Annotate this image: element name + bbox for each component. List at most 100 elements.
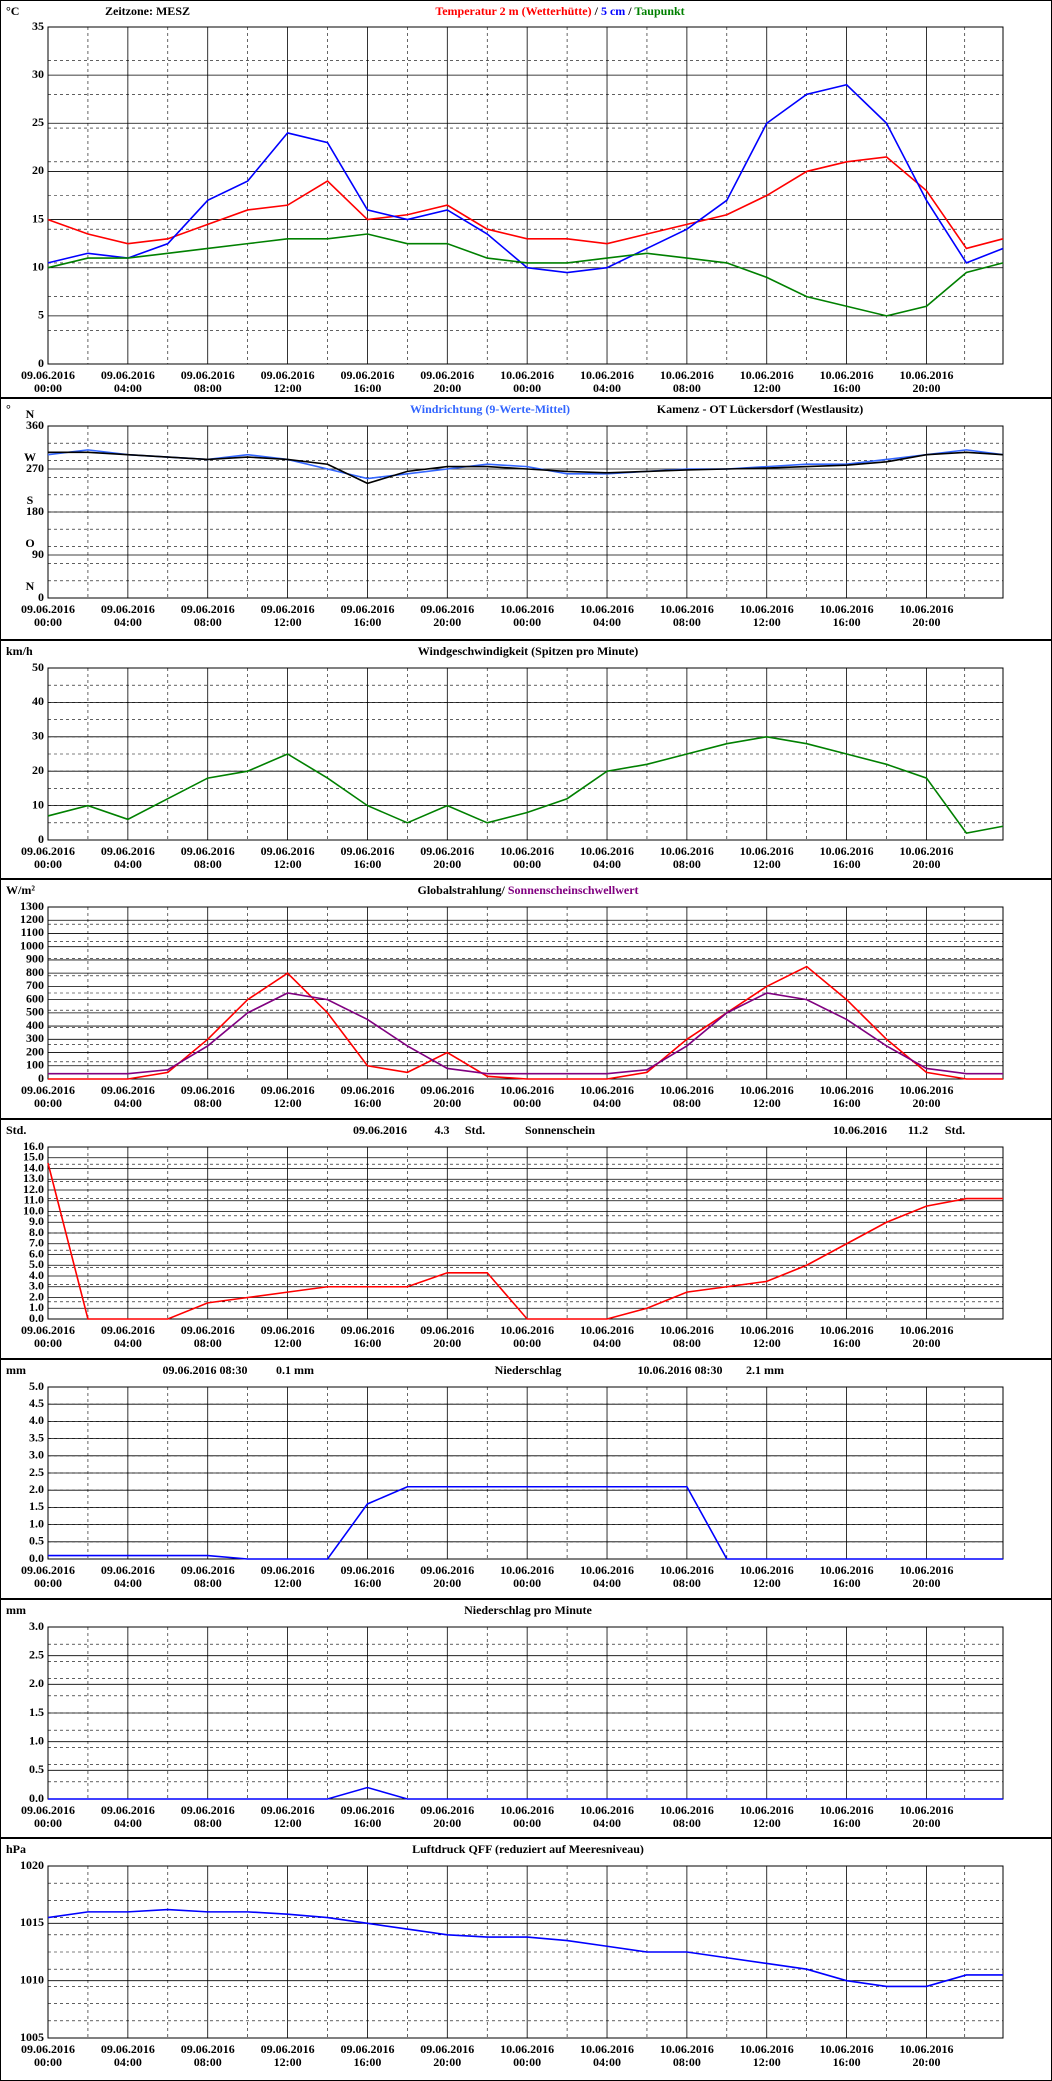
x-tick-time: 00:00 (34, 1096, 62, 1110)
x-tick-time: 08:00 (673, 1096, 701, 1110)
y-tick-label: 1.5 (29, 1499, 44, 1513)
header: Windrichtung (9-Werte-Mittel) (410, 402, 570, 416)
y-tick-label: 7.0 (29, 1236, 44, 1250)
x-tick-date: 09.06.2016 (101, 844, 155, 858)
y-tick-label: 11.0 (24, 1193, 44, 1207)
x-tick-time: 08:00 (673, 1816, 701, 1830)
y-tick-label: 20 (32, 763, 44, 777)
header: 10.06.2016 08:30 (638, 1363, 723, 1377)
series-line (48, 965, 1003, 1080)
y-tick-label: 0.5 (29, 1534, 44, 1548)
x-tick-date: 10.06.2016 (580, 1563, 634, 1577)
x-tick-date: 09.06.2016 (420, 1323, 474, 1337)
y-tick-label: 0.0 (29, 1551, 44, 1565)
y-tick-label: 10 (32, 259, 44, 273)
y-tick-label: 4.0 (29, 1413, 44, 1427)
x-tick-time: 20:00 (912, 857, 940, 871)
x-tick-date: 09.06.2016 (261, 602, 315, 616)
x-tick-time: 12:00 (753, 1096, 781, 1110)
x-tick-time: 04:00 (593, 1816, 621, 1830)
x-tick-date: 09.06.2016 (21, 368, 75, 382)
plot-frame (47, 26, 1004, 365)
x-tick-time: 08:00 (673, 1576, 701, 1590)
plot-frame (47, 1146, 1004, 1320)
x-tick-time: 08:00 (673, 1336, 701, 1350)
x-tick-date: 10.06.2016 (580, 602, 634, 616)
x-tick-date: 09.06.2016 (101, 602, 155, 616)
y-tick-label: 10.0 (23, 1203, 44, 1217)
x-tick-time: 12:00 (753, 1576, 781, 1590)
chart-title: Sonnenschein (525, 1123, 595, 1137)
x-tick-time: 08:00 (194, 1816, 222, 1830)
x-tick-date: 09.06.2016 (340, 1803, 394, 1817)
x-tick-time: 20:00 (912, 2055, 940, 2069)
x-tick-time: 20:00 (433, 1816, 461, 1830)
series-line (47, 1908, 1003, 1988)
x-tick-time: 08:00 (194, 1096, 222, 1110)
chart-title: Luftdruck QFF (reduziert auf Meeresnivea… (412, 1842, 644, 1856)
annotation: 2.1 mm (746, 1363, 784, 1377)
x-tick-date: 09.06.2016 (340, 602, 394, 616)
panel (0, 0, 1052, 398)
x-tick-time: 04:00 (114, 1096, 142, 1110)
x-tick-time: 12:00 (274, 2055, 302, 2069)
y-unit: Std. (6, 1123, 26, 1137)
x-tick-date: 10.06.2016 (740, 1323, 794, 1337)
x-tick-time: 04:00 (593, 1336, 621, 1350)
x-tick-date: 09.06.2016 (420, 1563, 474, 1577)
y-tick-label: 30 (32, 67, 44, 81)
y-tick-label: 1020 (20, 1858, 44, 1872)
x-tick-time: 08:00 (673, 857, 701, 871)
x-tick-date: 10.06.2016 (500, 368, 554, 382)
x-tick-time: 04:00 (114, 1336, 142, 1350)
x-tick-time: 20:00 (433, 615, 461, 629)
y-tick-label: 3.0 (29, 1619, 44, 1633)
annotation: Std. (945, 1123, 965, 1137)
x-tick-date: 09.06.2016 (21, 1323, 75, 1337)
x-tick-date: 09.06.2016 (181, 1803, 235, 1817)
x-tick-time: 12:00 (753, 2055, 781, 2069)
x-tick-time: 04:00 (114, 2055, 142, 2069)
x-tick-time: 16:00 (833, 1816, 861, 1830)
y-tick-label: 9.0 (29, 1214, 44, 1228)
y-tick-label: 1.0 (29, 1300, 44, 1314)
y-tick-label: 700 (26, 978, 44, 992)
x-tick-date: 09.06.2016 (261, 1083, 315, 1097)
x-tick-time: 00:00 (34, 1336, 62, 1350)
x-tick-date: 09.06.2016 (181, 602, 235, 616)
chart-title: Niederschlag pro Minute (464, 1603, 592, 1617)
x-tick-time: 20:00 (912, 1336, 940, 1350)
x-tick-date: 10.06.2016 (899, 1083, 953, 1097)
x-tick-date: 09.06.2016 (21, 602, 75, 616)
y-tick-label: 12.0 (23, 1182, 44, 1196)
x-tick-date: 09.06.2016 (340, 1563, 394, 1577)
x-tick-time: 20:00 (433, 857, 461, 871)
x-tick-date: 10.06.2016 (820, 368, 874, 382)
x-tick-date: 09.06.2016 (101, 368, 155, 382)
x-tick-date: 09.06.2016 (101, 1803, 155, 1817)
x-tick-date: 10.06.2016 (899, 2042, 953, 2056)
header: 2.1 mm (746, 1363, 784, 1377)
panel (0, 640, 1052, 879)
y-unit: ° (6, 402, 11, 416)
x-tick-time: 08:00 (194, 1336, 222, 1350)
x-tick-time: 04:00 (114, 615, 142, 629)
x-tick-date: 09.06.2016 (101, 1083, 155, 1097)
x-tick-time: 16:00 (353, 1336, 381, 1350)
x-tick-date: 10.06.2016 (580, 1323, 634, 1337)
x-tick-time: 00:00 (34, 2055, 62, 2069)
x-tick-time: 04:00 (593, 615, 621, 629)
plot-frame (47, 1865, 1004, 2039)
header: Windgeschwindigkeit (Spitzen pro Minute) (418, 644, 639, 658)
x-tick-date: 10.06.2016 (500, 2042, 554, 2056)
legend-entry: Temperatur 2 m (Wetterhütte) (435, 4, 591, 18)
x-tick-time: 04:00 (114, 1816, 142, 1830)
y-tick-label: 0 (38, 1071, 44, 1085)
x-tick-time: 16:00 (353, 615, 381, 629)
x-tick-time: 16:00 (833, 1336, 861, 1350)
legend-entry: 5 cm (601, 4, 625, 18)
y-tick-label: 0.0 (29, 1311, 44, 1325)
x-tick-date: 09.06.2016 (101, 1563, 155, 1577)
annotation: 11.2 (908, 1123, 928, 1137)
y-tick-label: 5 (38, 308, 44, 322)
